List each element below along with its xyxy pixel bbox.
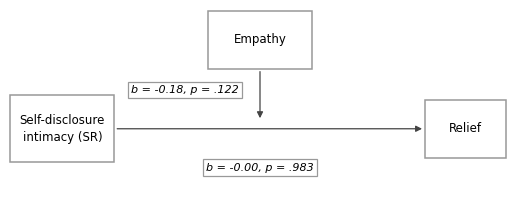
Text: Empathy: Empathy	[233, 34, 287, 46]
FancyBboxPatch shape	[425, 100, 505, 158]
Text: Self-disclosure
intimacy (SR): Self-disclosure intimacy (SR)	[20, 114, 105, 144]
Text: b = -0.00, p = .983: b = -0.00, p = .983	[206, 163, 314, 173]
Text: b = -0.18, p = .122: b = -0.18, p = .122	[131, 85, 239, 95]
FancyBboxPatch shape	[10, 95, 114, 162]
Text: Relief: Relief	[449, 122, 482, 135]
FancyBboxPatch shape	[208, 11, 312, 69]
